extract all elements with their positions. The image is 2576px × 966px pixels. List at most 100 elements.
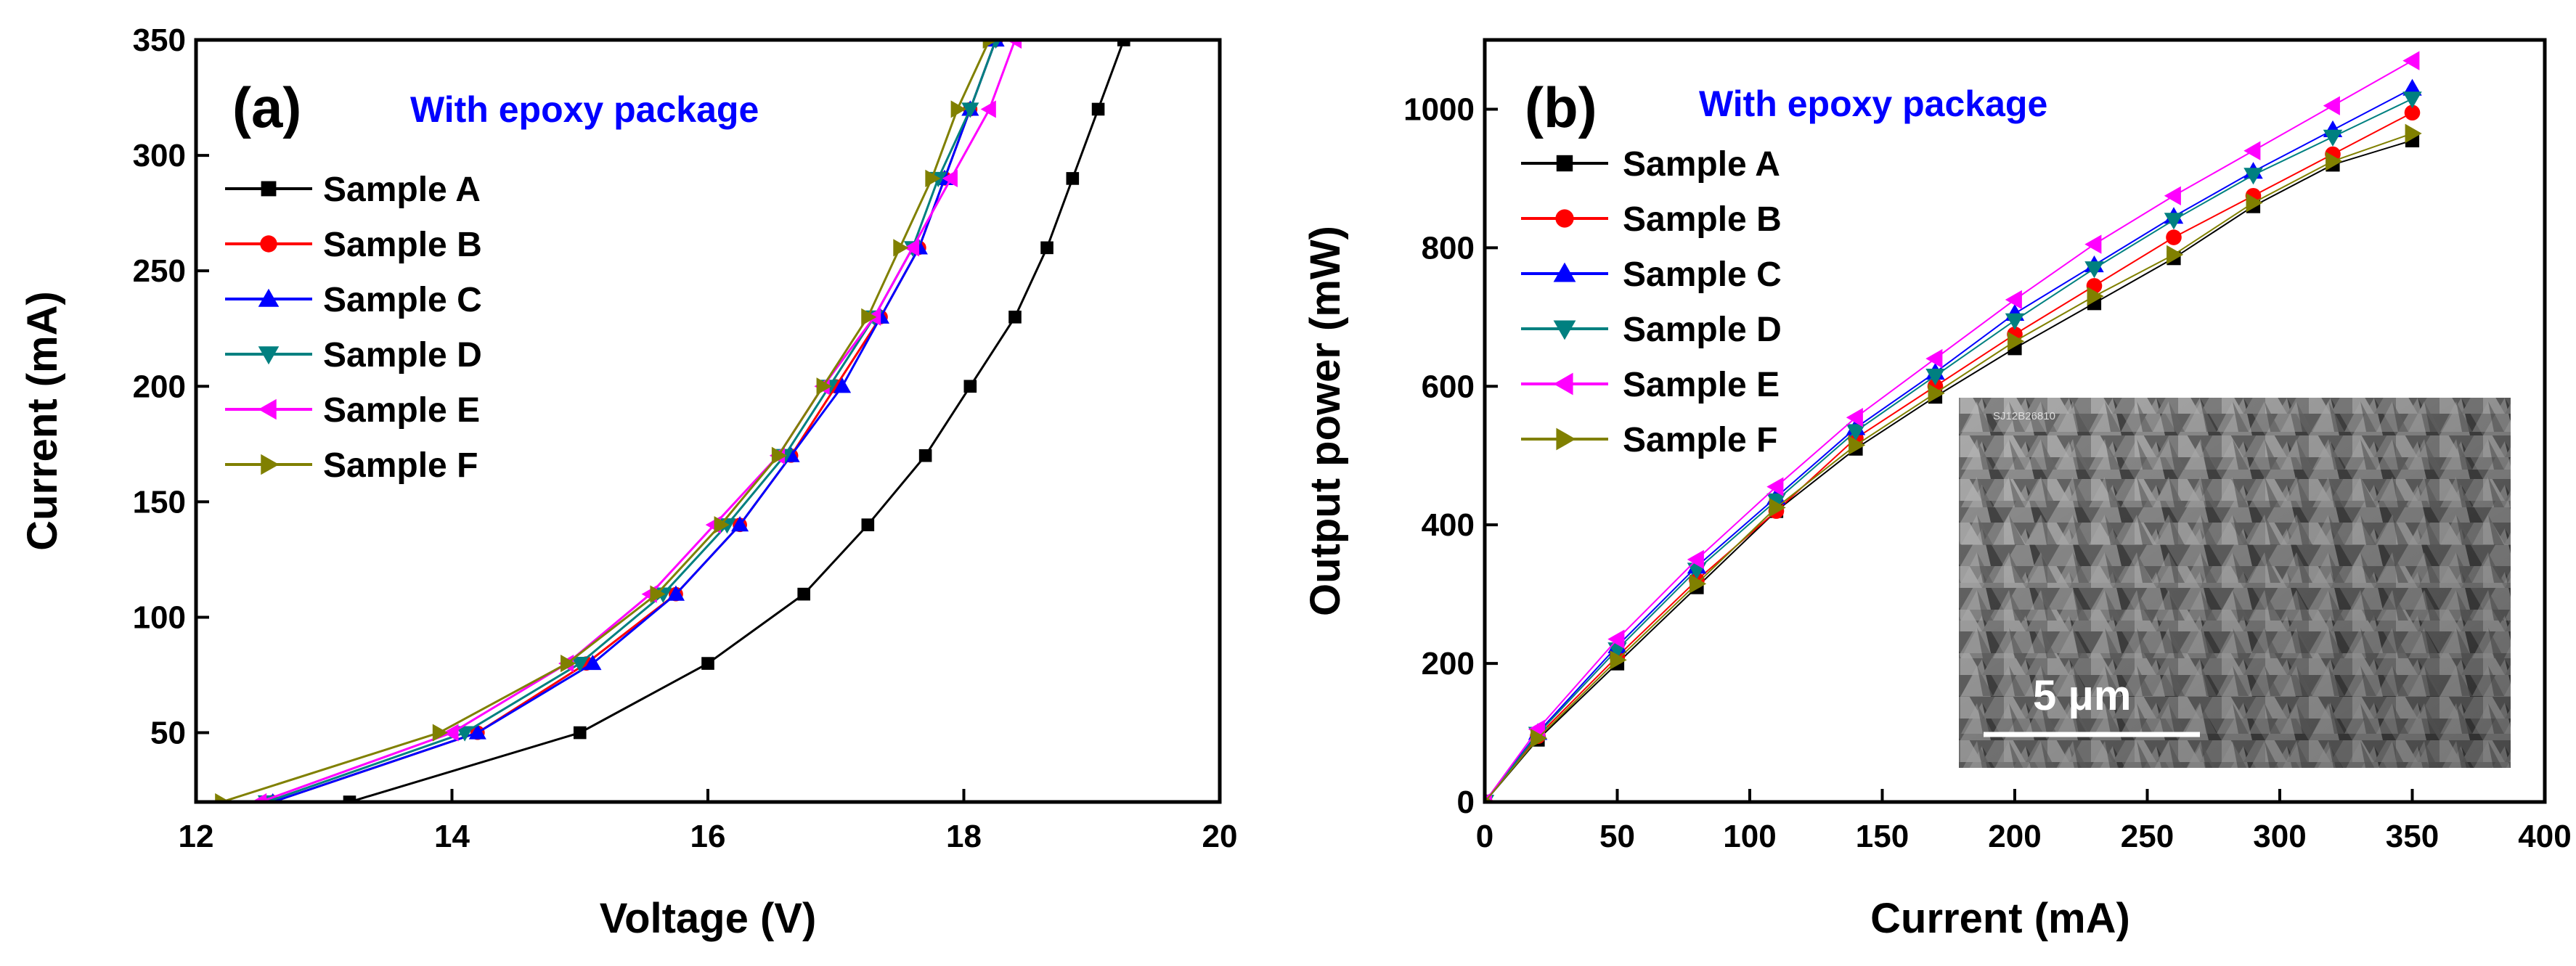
panel-b-series-sample-f	[1485, 123, 2422, 802]
panel-a-point-sample-f	[650, 585, 666, 603]
panel-a-point-sample-f	[432, 724, 448, 742]
panel-b-point-sample-d	[1766, 493, 1786, 510]
panel-b-point-sample-d	[1925, 369, 1945, 386]
panel-a-legend-marker-sample-e	[258, 398, 277, 420]
panel-b-x-tick-label: 350	[2386, 819, 2439, 854]
panel-a-legend-label-sample-f: Sample F	[323, 446, 478, 485]
panel-a-point-sample-a	[1040, 241, 1053, 255]
panel-b-legend-label-sample-a: Sample A	[1623, 145, 1780, 184]
panel-b-point-sample-f	[1928, 383, 1945, 404]
panel-a-label: (a)	[232, 75, 301, 139]
panel-a-x-tick-label: 14	[434, 819, 470, 854]
panel-a-legend-marker-sample-a	[261, 181, 277, 197]
panel-b-point-sample-e	[1687, 549, 1704, 570]
panel-a-point-sample-a	[1117, 40, 1130, 46]
panel-b-x-axis-label: Current (mA)	[1870, 895, 2130, 942]
panel-a-point-sample-c	[468, 724, 486, 740]
panel-b-legend-item-sample-d: Sample D	[1521, 311, 1782, 349]
panel-b-point-sample-d	[2164, 213, 2184, 230]
panel-b-point-sample-d	[2084, 261, 2104, 279]
panel-a-point-sample-f	[950, 100, 966, 118]
panel-a-point-sample-f	[893, 239, 909, 257]
panel-b-x-tick-label: 150	[1856, 819, 1909, 854]
panel-a-x-tick-label: 20	[1202, 819, 1238, 854]
panel-b-y-tick-label: 1000	[1403, 91, 1475, 127]
panel-b-point-sample-d	[2243, 168, 2263, 185]
panel-a-point-sample-e	[1006, 40, 1022, 49]
panel-b-legend-marker-sample-e	[1553, 372, 1573, 396]
panel-b-legend-item-sample-e: Sample E	[1521, 366, 1780, 404]
panel-b-point-sample-f	[2008, 332, 2025, 351]
panel-a-legend-item-sample-f: Sample F	[225, 446, 478, 485]
panel-b-legend-label-sample-e: Sample E	[1623, 366, 1780, 404]
panel-a-legend-label-sample-a: Sample A	[323, 171, 481, 209]
panel-a-legend-label-sample-e: Sample E	[323, 391, 480, 430]
panel-b-legend-item-sample-f: Sample F	[1521, 421, 1777, 459]
sem-inset-microscope-id: SJ12B26810	[1993, 410, 2055, 422]
panel-b-series-group	[1485, 51, 2422, 802]
panel-a-y-tick-label: 100	[133, 599, 186, 635]
panel-b-legend-label-sample-d: Sample D	[1623, 311, 1782, 349]
panel-b-point-sample-f	[2167, 245, 2184, 265]
panel-a-y-tick-label: 200	[133, 369, 186, 404]
panel-b-plot-frame	[1483, 38, 2547, 804]
panel-b-series-sample-e	[1485, 51, 2420, 802]
panel-a-point-sample-d	[961, 102, 979, 118]
panel-a-legend-marker-sample-b	[260, 235, 277, 253]
panel-a-point-sample-c	[584, 654, 602, 671]
panel-a-point-sample-c	[730, 516, 749, 532]
panel-b-point-sample-e	[2243, 141, 2261, 160]
panel-b-legend-marker-sample-b	[1555, 209, 1574, 228]
panel-a-point-sample-e	[251, 793, 267, 802]
panel-a-point-sample-a	[1091, 102, 1105, 116]
panel-b-y-tick-label: 800	[1422, 230, 1475, 266]
panel-b-x-tick-label: 0	[1476, 819, 1493, 854]
panel-a-point-sample-f	[215, 793, 231, 802]
panel-b-y-axis-label: Output power (mW)	[1302, 226, 1349, 616]
panel-b-legend-marker-sample-a	[1556, 155, 1573, 172]
panel-a-legend-marker-sample-c	[258, 288, 280, 307]
panel-a-legend-item-sample-e: Sample E	[225, 391, 480, 430]
panel-b-x-tick-label: 100	[1723, 819, 1776, 854]
panel-a-series-sample-f	[215, 40, 998, 802]
panel-b-legend-marker-sample-f	[1556, 427, 1576, 451]
panel-b-annotation: With epoxy package	[1699, 83, 2047, 124]
panel-b-legend-item-sample-b: Sample B	[1521, 200, 1782, 239]
panel-a-legend-item-sample-d: Sample D	[225, 336, 482, 374]
panel-a-point-sample-e	[980, 100, 996, 118]
panel-b-y-tick-label: 200	[1422, 646, 1475, 681]
panel-b-x-tick-label: 400	[2518, 819, 2571, 854]
panel-b-point-sample-d	[1846, 424, 1866, 441]
panel-a-y-ticks: 50 100 150 200 250 300 350	[133, 22, 209, 751]
panel-b-point-sample-d	[2402, 91, 2422, 109]
panel-a-line-sample-c	[272, 40, 997, 802]
sem-inset: SJ12B26810 5 μm	[1959, 398, 2511, 768]
panel-a-line-sample-f	[221, 40, 991, 802]
panel-a-point-sample-f	[925, 169, 941, 188]
panel-b-point-sample-e	[2323, 96, 2340, 115]
panel-b-y-tick-label: 600	[1422, 369, 1475, 404]
panel-b-x-tick-label: 250	[2121, 819, 2174, 854]
panel-a-point-sample-a	[918, 449, 932, 462]
panel-a-point-sample-e	[903, 239, 920, 257]
panel-b-point-sample-c	[2402, 78, 2422, 96]
panel-a-series-group	[215, 40, 1130, 802]
panel-a-y-tick-label: 250	[133, 253, 186, 289]
panel-a-point-sample-a	[861, 518, 875, 531]
panel-b-point-sample-f	[2087, 286, 2104, 306]
panel-b-point-sample-e	[2164, 186, 2181, 205]
panel-b-legend-marker-sample-c	[1553, 262, 1576, 282]
panel-b-legend-label-sample-f: Sample F	[1623, 421, 1777, 459]
panel-b-legend-item-sample-c: Sample C	[1521, 255, 1782, 294]
panel-b-x-tick-label: 200	[1988, 819, 2041, 854]
panel-a-point-sample-f	[561, 654, 576, 673]
panel-a-legend-label-sample-c: Sample C	[323, 281, 482, 319]
panel-a-legend-item-sample-a: Sample A	[225, 171, 481, 209]
panel-a-point-sample-a	[1066, 172, 1080, 185]
panel-a-point-sample-c	[667, 585, 685, 601]
panel-a-point-sample-f	[816, 377, 832, 396]
panel-a-x-axis-label: Voltage (V)	[600, 895, 817, 942]
panel-a-point-sample-c	[833, 377, 852, 393]
panel-a-y-tick-label: 300	[133, 138, 186, 173]
